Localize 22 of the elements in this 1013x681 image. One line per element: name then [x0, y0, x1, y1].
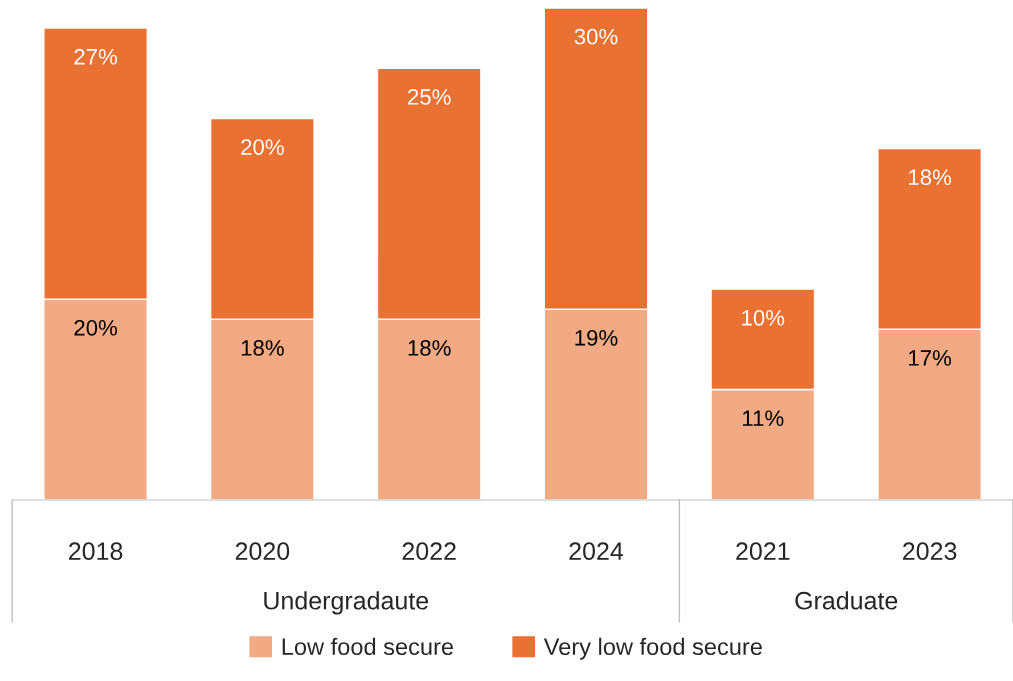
data-label: 20% [74, 319, 118, 336]
x-tick-label: 2023 [903, 542, 957, 561]
text: Undergradaute [264, 591, 429, 615]
text: Graduate [795, 591, 898, 610]
legend-label: Low food secure [282, 637, 453, 656]
x-tick-label: 2021 [736, 542, 790, 561]
data-label: 18% [909, 169, 952, 186]
data-label: 27% [74, 48, 118, 65]
data-label: 10% [742, 309, 785, 326]
legend-label: Very low food secure [543, 637, 762, 660]
x-tick-label: 2018 [69, 542, 123, 561]
data-label: 20% [241, 139, 284, 155]
data-label: 25% [408, 89, 451, 105]
x-tick-label: 2022 [402, 542, 456, 561]
data-label: 18% [241, 340, 284, 356]
data-label: 17% [909, 350, 952, 366]
data-label: 30% [574, 28, 618, 45]
data-label: 18% [408, 340, 451, 356]
x-tick-label: 2024 [569, 542, 624, 561]
x-tick-label: 2020 [235, 542, 290, 561]
data-label: 11% [743, 410, 784, 426]
data-label: 19% [575, 330, 618, 346]
